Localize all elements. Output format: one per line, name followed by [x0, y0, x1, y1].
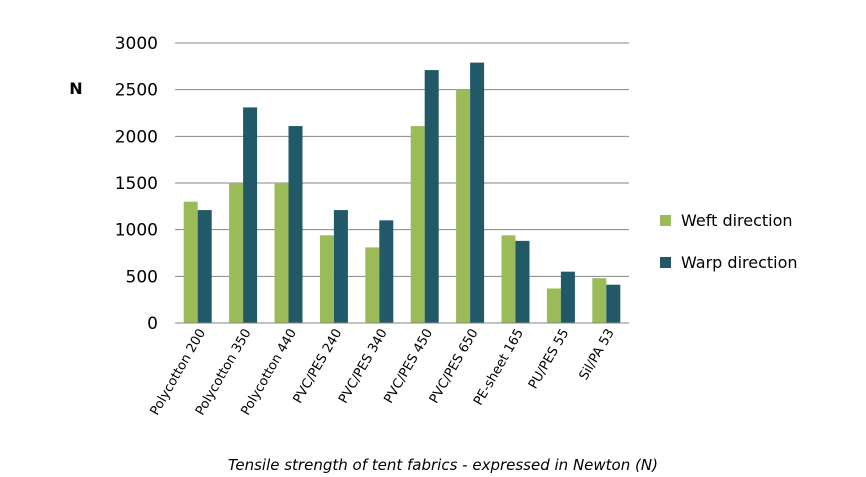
- y-tick-label: 0: [147, 314, 158, 334]
- x-tick-label: PU/PES 55: [526, 327, 572, 392]
- bar-weft: [546, 288, 561, 323]
- y-axis-ticks: 0 500 1000 1500 2000 2500 3000: [115, 34, 158, 334]
- legend-swatch: [660, 257, 671, 268]
- x-tick-label: PVC/PES 240: [291, 327, 346, 407]
- bar-weft: [410, 126, 425, 323]
- bar-warp: [333, 210, 348, 323]
- y-tick-label: 1000: [115, 221, 158, 241]
- bar-warp: [470, 62, 485, 323]
- bar-warp: [424, 70, 439, 323]
- bar-warp: [560, 271, 575, 323]
- bar-warp: [197, 210, 212, 323]
- legend-label: Warp direction: [681, 253, 798, 272]
- bar-weft: [592, 278, 607, 323]
- y-axis-label: N: [69, 79, 82, 98]
- bar-weft: [365, 247, 380, 323]
- x-tick-label: PVC/PES 650: [427, 326, 482, 406]
- x-tick-label: PVC/PES 450: [381, 327, 436, 407]
- y-tick-label: 2500: [115, 81, 158, 101]
- y-tick-label: 3000: [115, 34, 158, 54]
- bar-warp: [515, 240, 530, 323]
- bar-warp: [288, 126, 303, 323]
- bar-warp: [606, 284, 621, 323]
- x-tick-label: Sil/PA 53: [577, 327, 618, 383]
- bar-warp: [243, 107, 258, 324]
- bar-weft: [229, 183, 244, 323]
- chart-caption: Tensile strength of tent fabrics - expre…: [228, 456, 658, 474]
- y-tick-label: 500: [126, 267, 158, 287]
- legend-swatch: [660, 215, 671, 226]
- bar-warp: [379, 220, 394, 323]
- bar-weft: [183, 201, 198, 323]
- x-tick-label: PVC/PES 340: [336, 327, 391, 407]
- bar-weft: [274, 183, 289, 323]
- x-tick-label: PE-sheet 165: [471, 327, 527, 409]
- y-tick-label: 2000: [115, 127, 158, 147]
- bars: [183, 62, 621, 324]
- bar-weft: [456, 89, 471, 324]
- legend-label: Weft direction: [681, 211, 793, 230]
- bar-weft: [501, 235, 516, 323]
- bar-weft: [319, 235, 334, 323]
- y-tick-label: 1500: [115, 174, 158, 194]
- legend: Weft direction Warp direction: [660, 211, 798, 272]
